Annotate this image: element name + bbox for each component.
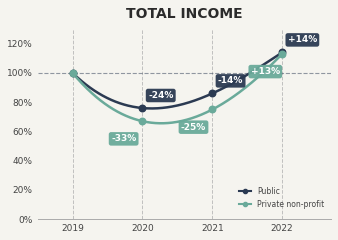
Text: -24%: -24% — [148, 91, 173, 100]
Point — [280, 51, 285, 54]
Text: -14%: -14% — [218, 76, 243, 85]
Title: TOTAL INCOME: TOTAL INCOME — [126, 7, 243, 21]
Legend: Public, Private non-profit: Public, Private non-profit — [236, 184, 327, 212]
Point — [140, 106, 145, 110]
Point — [210, 108, 215, 111]
Text: +13%: +13% — [251, 67, 280, 76]
Point — [210, 91, 215, 95]
Text: +14%: +14% — [288, 36, 317, 44]
Point — [70, 71, 75, 75]
Text: -25%: -25% — [181, 123, 206, 132]
Point — [280, 52, 285, 56]
Point — [140, 119, 145, 123]
Point — [70, 71, 75, 75]
Text: -33%: -33% — [111, 134, 136, 143]
